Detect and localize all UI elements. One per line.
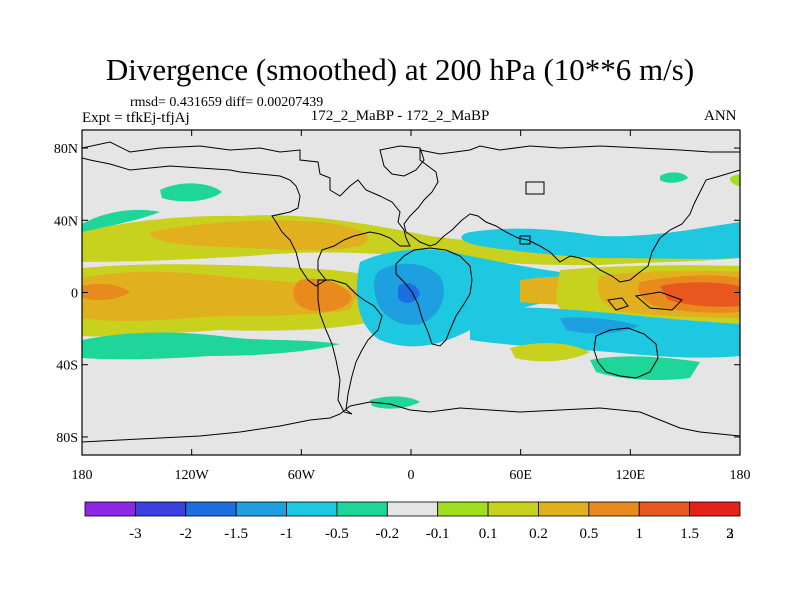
field-region (82, 284, 130, 300)
coastline-eurasia (403, 145, 740, 283)
y-axis: 80N 40N 0 40S 80S (54, 142, 740, 446)
stats-text: rmsd= 0.431659 diff= 0.00207439 (130, 95, 324, 110)
experiment-label: Expt = tfkEj-tfjAj (82, 110, 190, 126)
coastline-north-america (82, 141, 411, 287)
colorbar-label: 0.2 (529, 526, 548, 542)
colorbar-label: -1 (280, 526, 293, 542)
field-region (82, 332, 340, 360)
coastline-africa (395, 247, 473, 347)
colorbar-swatch (235, 501, 287, 517)
field-region (160, 183, 222, 202)
coastlines (82, 141, 740, 443)
colorbar-label: 1.5 (680, 526, 699, 542)
colorbar-swatch (689, 501, 741, 517)
field-region (150, 220, 368, 251)
colorbar-label: -0.2 (375, 526, 399, 542)
x-tick-label: 180 (72, 468, 93, 483)
colorbar-swatch (588, 501, 640, 517)
x-tick-label: 120W (175, 468, 210, 483)
colorbar-label: -0.5 (325, 526, 349, 542)
colorbar-label: 0.1 (479, 526, 498, 542)
colorbar-swatch (386, 501, 439, 517)
field-region (461, 222, 740, 259)
x-axis: 180 120W 60W 0 60E 120E 180 (72, 130, 751, 483)
colorbar-label: -2 (180, 526, 193, 542)
colorbar: -3 -2 -1.5 -1 -0.5 -0.2 -0.1 0.1 0.2 0.5 1 1.5 23 (84, 501, 741, 542)
field-region (293, 278, 352, 312)
x-tick-label: 60W (288, 468, 316, 483)
colorbar-label: 3 (726, 526, 734, 542)
field-region (370, 396, 420, 409)
colorbar-swatch (84, 501, 136, 517)
colorbar-swatch (487, 501, 539, 517)
case-label: 172_2_MaBP - 172_2_MaBP (310, 108, 490, 124)
coastline-south-america (317, 279, 383, 415)
field-region (560, 317, 640, 334)
y-tick-label: 40S (56, 359, 78, 374)
x-tick-label: 120E (616, 468, 646, 483)
coastline-antarctica (82, 401, 740, 443)
colorbar-label: -3 (129, 526, 142, 542)
colorbar-swatch (286, 501, 338, 517)
x-tick-label: 180 (730, 468, 751, 483)
y-tick-label: 80S (56, 431, 78, 446)
colorbar-label: 0.5 (579, 526, 598, 542)
figure-title: Divergence (smoothed) at 200 hPa (10**6 … (105, 52, 695, 87)
y-tick-label: 80N (54, 142, 78, 157)
field-region (82, 271, 360, 321)
colorbar-label: 2 (726, 526, 734, 542)
field-region (660, 282, 740, 307)
y-tick-label: 40N (54, 214, 78, 229)
field-region (730, 174, 740, 186)
colorbar-label: 1 (635, 526, 643, 542)
coastline-greenland (379, 145, 425, 177)
x-tick-label: 60E (509, 468, 532, 483)
colorbar-swatch (336, 501, 388, 517)
coastline-islands (519, 181, 683, 311)
colorbar-swatch (185, 501, 237, 517)
y-tick-label: 0 (71, 287, 78, 302)
colorbar-swatch (134, 501, 187, 517)
colorbar-label: -1.5 (224, 526, 248, 542)
field-region (510, 343, 590, 362)
field-region (82, 209, 160, 232)
colorbar-label: -0.1 (426, 526, 450, 542)
field-region (660, 172, 688, 183)
colorbar-swatch (437, 501, 489, 517)
colorbar-swatch (638, 501, 691, 517)
period-label: ANN (704, 108, 737, 124)
coastline-australia (593, 327, 659, 379)
field-region (590, 356, 700, 380)
colorbar-swatch (538, 501, 590, 517)
x-tick-label: 0 (408, 468, 415, 483)
